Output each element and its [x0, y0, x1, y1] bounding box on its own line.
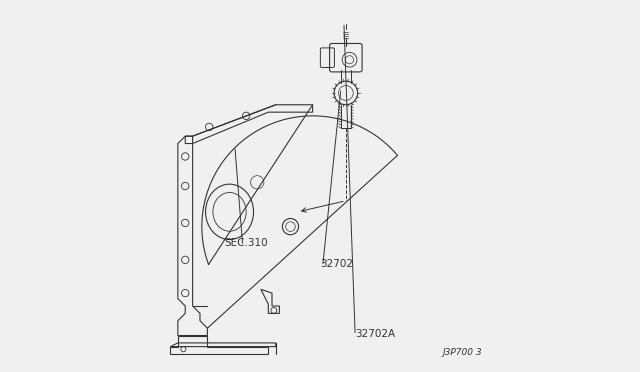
Text: 32702: 32702: [320, 259, 353, 269]
Text: 32702A: 32702A: [355, 329, 396, 339]
Text: J3P700 3: J3P700 3: [443, 347, 483, 357]
Text: SEC.310: SEC.310: [224, 238, 268, 248]
